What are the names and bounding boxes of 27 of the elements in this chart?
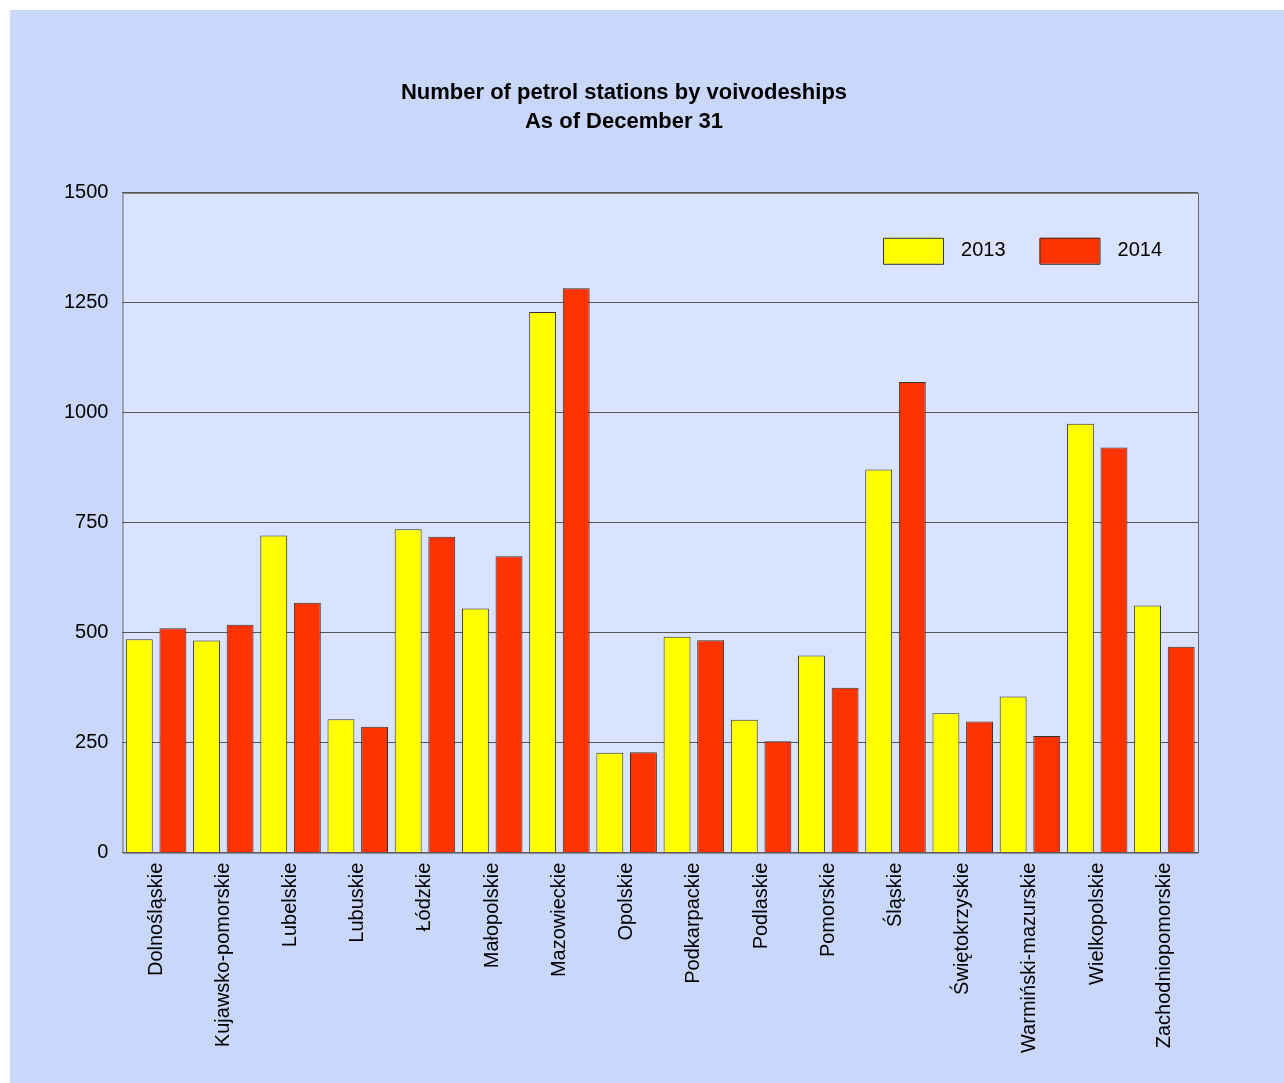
x-tick-label: Zachodniopomorskie [1151,862,1174,1049]
y-tick-label: 750 [75,510,109,533]
chart-title: Number of petrol stations by voivodeships [400,79,848,105]
x-tick-label: Lubuskie [345,862,368,943]
legend-label: 2013 [961,238,1006,261]
y-tick-label: 250 [75,730,109,753]
y-tick-label: 500 [75,620,109,643]
x-tick-label: Lubelskie [278,862,301,948]
x-tick-label: Podlaskie [748,862,771,950]
x-tick-label: Śląskie [882,862,906,928]
y-tick-label: 1500 [63,180,109,203]
x-tick-label: Wielkopolskie [1084,862,1107,985]
y-tick-label: 1250 [63,290,109,313]
x-tick-label: Opolskie [614,862,637,941]
x-tick-label: Mazowieckie [546,862,569,978]
legend-label: 2014 [1117,238,1163,261]
y-tick-label: 0 [97,840,109,863]
x-tick-label: Kujawsko-pomorskie [210,862,233,1048]
x-tick-label: Pomorskie [815,862,838,958]
x-tick-label: Dolnośląskie [143,862,166,977]
chart-subtitle: As of December 31 [524,107,724,133]
x-tick-label: Warmiński-mazurskie [1017,862,1040,1054]
x-tick-label: Łódzkie [412,862,435,932]
x-tick-label: Podkarpackie [681,862,704,984]
x-tick-label: Świętokrzyskie [949,862,973,995]
x-tick-label: Małopolskie [479,862,502,969]
y-tick-label: 1000 [63,400,109,423]
